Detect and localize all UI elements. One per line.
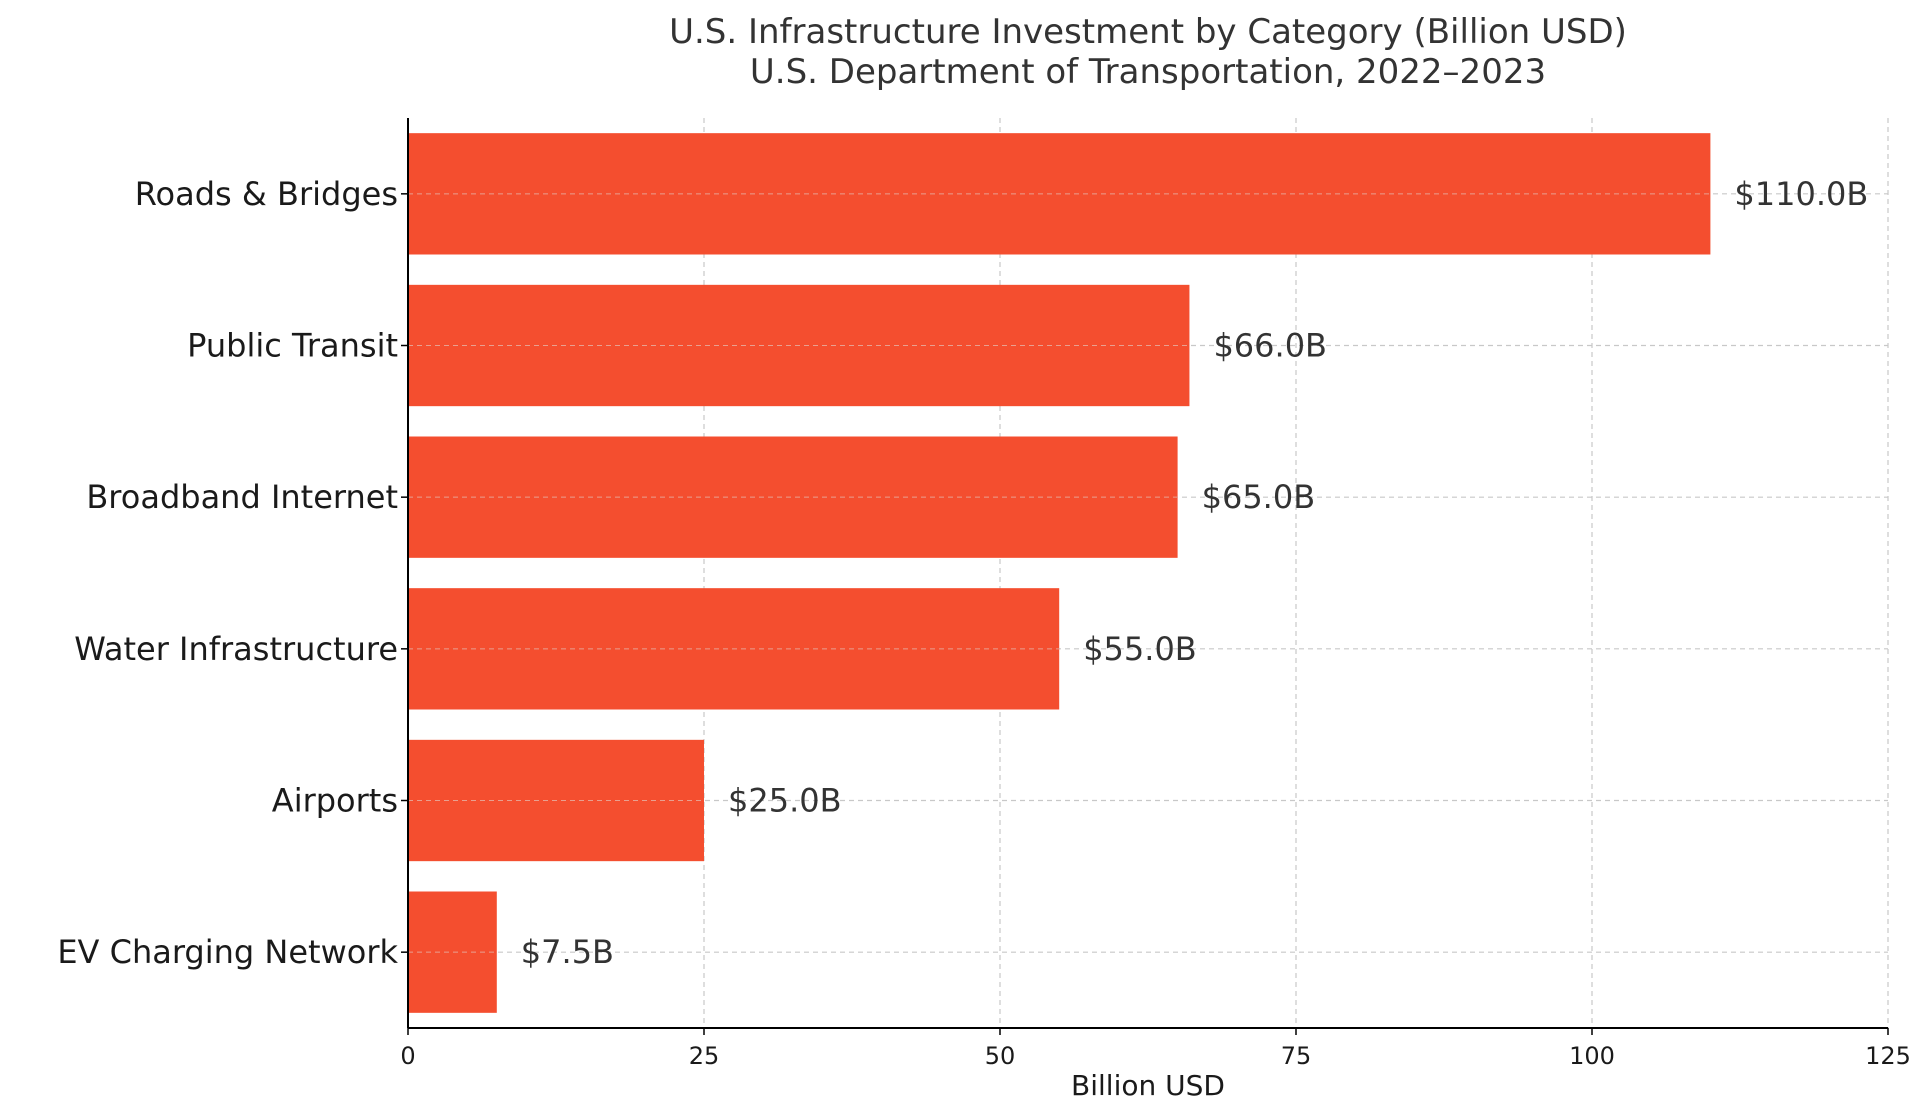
value-label: $55.0B: [1083, 630, 1197, 668]
category-label: Airports: [272, 782, 398, 820]
category-label: EV Charging Network: [57, 933, 398, 971]
x-axis-label: Billion USD: [1071, 1069, 1225, 1102]
value-label: $65.0B: [1202, 478, 1316, 516]
x-tick-label: 75: [1281, 1042, 1312, 1070]
chart-title: U.S. Infrastructure Investment by Catego…: [669, 12, 1627, 52]
category-label: Water Infrastructure: [74, 630, 398, 668]
x-tick-label: 25: [689, 1042, 720, 1070]
chart-subtitle: U.S. Department of Transportation, 2022–…: [750, 52, 1546, 92]
axes: [401, 118, 1889, 1035]
bar: [408, 436, 1178, 558]
category-label: Broadband Internet: [86, 478, 398, 516]
category-label: Roads & Bridges: [135, 175, 398, 213]
x-tick-label: 50: [985, 1042, 1016, 1070]
x-tick-label: 125: [1865, 1042, 1911, 1070]
labels: 0 25 50 75 100 125 Roads & Bridges Public Trans…: [57, 175, 1911, 1070]
category-label: Public Transit: [187, 327, 398, 365]
value-label: $66.0B: [1213, 327, 1327, 365]
bars: [408, 133, 1711, 1013]
value-label: $7.5B: [521, 933, 614, 971]
x-tick-label: 0: [400, 1042, 415, 1070]
x-tick-label: 100: [1569, 1042, 1615, 1070]
value-label: $25.0B: [728, 782, 842, 820]
value-label: $110.0B: [1734, 175, 1868, 213]
